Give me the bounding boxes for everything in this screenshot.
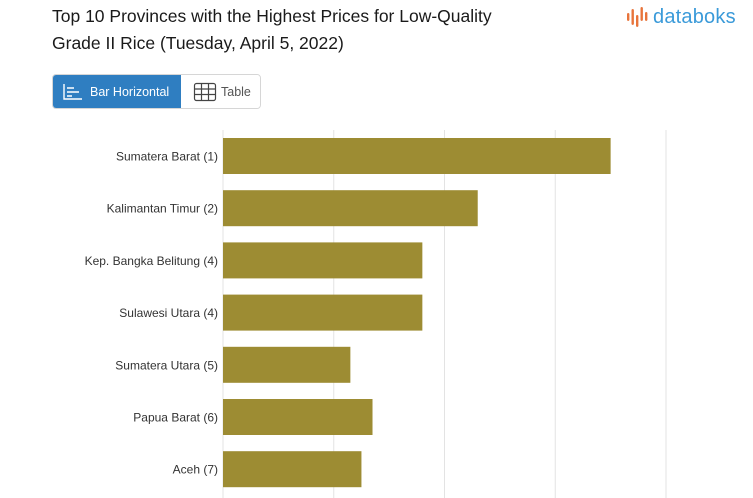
category-label: Sumatera Barat (1) [116,150,218,164]
view-switcher: Bar Horizontal Table [52,74,261,109]
bar[interactable] [223,294,423,331]
table-grid-icon [193,82,217,101]
bar[interactable] [223,138,611,174]
bar[interactable] [223,399,373,435]
bar-chart-icon [63,83,82,100]
chart-title-line-2: Grade II Rice (Tuesday, April 5, 2022) [52,33,344,53]
category-label: Kep. Bangka Belitung (4) [85,254,218,268]
brand-name: databoks [653,6,736,28]
category-label: Aceh (7) [173,463,218,477]
category-label: Kalimantan Timur (2) [107,202,218,216]
bar[interactable] [223,346,351,383]
tab-bar-horizontal-label: Bar Horizontal [90,84,170,99]
category-label: Papua Barat (6) [133,411,218,425]
bar[interactable] [223,242,423,279]
chart-title-line-1: Top 10 Provinces with the Highest Prices… [52,6,492,26]
category-label: Sumatera Utara (5) [115,358,218,372]
tab-table[interactable]: Table [181,75,260,108]
tab-table-label: Table [221,84,251,99]
databoks-logo-icon [627,7,648,27]
bar[interactable] [223,190,478,227]
bar[interactable] [223,451,362,488]
tab-bar-horizontal[interactable]: Bar Horizontal [53,75,181,108]
chart-title: Top 10 Provinces with the Highest Prices… [52,3,612,57]
category-label: Sulawesi Utara (4) [119,306,218,320]
databoks-logo[interactable]: databoks [626,4,736,30]
